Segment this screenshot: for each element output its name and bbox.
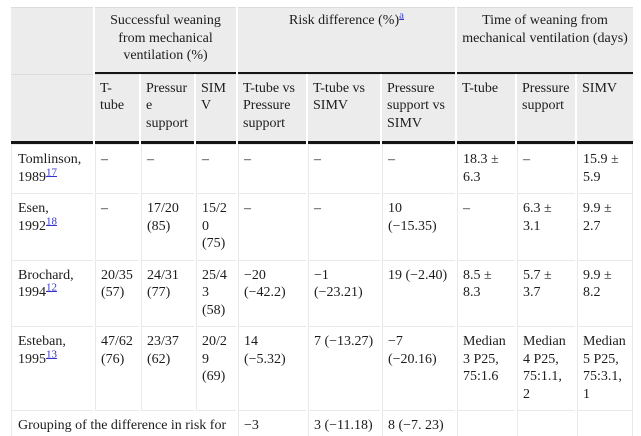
- data-cell: Median 5 P25, 75:3.1, 1: [577, 327, 634, 411]
- footer-label-cell: Grouping of the difference in risk for s…: [11, 411, 236, 436]
- data-cell: 5.7 ± 3.7: [517, 260, 575, 327]
- table-row-grouping-summary: Grouping of the difference in risk for s…: [11, 411, 634, 436]
- column-header-simv-2: SIMV: [577, 73, 634, 144]
- column-group-time-of-weaning: Time of weaning from mechanical ventilat…: [457, 7, 634, 74]
- data-cell: 10 (−15.35): [382, 194, 455, 261]
- data-cell: –: [95, 144, 139, 194]
- footnote-superscript: a: [399, 9, 404, 21]
- column-header-t-tube-vs-pressure-support: T-tube vs Pressure support: [238, 73, 306, 144]
- data-cell: –: [308, 144, 380, 194]
- column-group-successful-weaning: Successful weaning from mechanical venti…: [95, 7, 236, 74]
- data-cell: [457, 411, 515, 436]
- data-cell: −20 (−42.2): [238, 260, 306, 327]
- table-header: Successful weaning from mechanical venti…: [11, 7, 634, 144]
- data-cell: –: [457, 194, 515, 261]
- reference-link[interactable]: 17: [46, 165, 57, 178]
- footnote-a-link[interactable]: a: [399, 9, 405, 22]
- study-name: Brochard, 1994: [18, 267, 74, 301]
- study-name: Tomlinson, 1989: [18, 152, 82, 185]
- column-header-pressure-support-1: Pressure support: [141, 73, 194, 144]
- column-header-row: T-tube Pressure support SIMV T-tube vs P…: [11, 73, 634, 144]
- column-header-pressure-support-vs-simv: Pressure support vs SIMV: [382, 73, 455, 144]
- reference-superscript: 17: [46, 166, 57, 178]
- corner-cell: [11, 7, 93, 74]
- data-cell: 25/43 (58): [196, 260, 236, 327]
- column-header-t-tube-vs-simv: T-tube vs SIMV: [308, 73, 380, 144]
- data-cell: 7 (−13.27): [308, 327, 380, 411]
- reference-superscript: 12: [46, 281, 57, 293]
- reference-link[interactable]: 12: [46, 281, 57, 294]
- study-cell: Esen, 199218: [11, 194, 93, 261]
- table-body: Tomlinson, 198917 – – – – – – 18.3 ± 6.3…: [11, 144, 634, 436]
- data-cell: 9.9 ± 8.2: [577, 260, 634, 327]
- data-cell: Median 4 P25, 75:1.1, 2: [517, 327, 575, 411]
- table-row-esen-1992: Esen, 199218 – 17/20 (85) 15/20 (75) – –…: [11, 194, 634, 261]
- study-cell: Esteban, 199513: [11, 327, 93, 411]
- data-cell: [517, 411, 575, 436]
- data-cell: 8 (−7. 23): [382, 411, 455, 436]
- study-name: Esteban, 1995: [18, 334, 66, 367]
- data-cell: 9.9 ± 2.7: [577, 194, 634, 261]
- data-cell: –: [141, 144, 194, 194]
- column-group-label: Time of weaning from mechanical ventilat…: [462, 13, 628, 46]
- weaning-comparison-table: Successful weaning from mechanical venti…: [9, 7, 635, 436]
- data-cell: –: [238, 144, 306, 194]
- column-group-risk-difference: Risk difference (%)a: [238, 7, 455, 74]
- data-cell: –: [308, 194, 380, 261]
- column-header-simv-1: SIMV: [196, 73, 236, 144]
- column-group-label: Successful weaning from mechanical venti…: [110, 13, 221, 63]
- table-row-esteban-1995: Esteban, 199513 47/62 (76) 23/37 (62) 20…: [11, 327, 634, 411]
- data-cell: –: [196, 144, 236, 194]
- reference-link[interactable]: 18: [46, 214, 57, 227]
- data-cell: –: [382, 144, 455, 194]
- data-cell: −1 (−23.21): [308, 260, 380, 327]
- data-cell: 18.3 ± 6.3: [457, 144, 515, 194]
- reference-superscript: 18: [46, 215, 57, 227]
- data-cell: 14 (−5.32): [238, 327, 306, 411]
- reference-superscript: 13: [46, 348, 57, 360]
- data-cell: 19 (−2.40): [382, 260, 455, 327]
- data-cell: –: [95, 194, 139, 261]
- data-cell: 23/37 (62): [141, 327, 194, 411]
- data-cell: 6.3 ± 3.1: [517, 194, 575, 261]
- data-cell: [577, 411, 634, 436]
- table-row-tomlinson-1989: Tomlinson, 198917 – – – – – – 18.3 ± 6.3…: [11, 144, 634, 194]
- data-cell: 20/35 (57): [95, 260, 139, 327]
- study-name: Esen, 1992: [18, 201, 49, 234]
- data-cell: 15.9 ± 5.9: [577, 144, 634, 194]
- data-cell: 47/62 (76): [95, 327, 139, 411]
- data-cell: −3 (−36.30): [238, 411, 306, 436]
- column-header-t-tube-2: T-tube: [457, 73, 515, 144]
- column-group-row: Successful weaning from mechanical venti…: [11, 7, 634, 74]
- data-cell: 24/31 (77): [141, 260, 194, 327]
- data-cell: 17/20 (85): [141, 194, 194, 261]
- data-cell: Median 3 P25, 75:1.6: [457, 327, 515, 411]
- reference-link[interactable]: 13: [46, 347, 57, 360]
- column-group-label: Risk difference (%): [288, 13, 400, 28]
- data-cell: –: [517, 144, 575, 194]
- column-header-t-tube-1: T-tube: [95, 73, 139, 144]
- corner-subcell: [11, 73, 93, 144]
- column-header-pressure-support-2: Pressure support: [517, 73, 575, 144]
- data-cell: –: [238, 194, 306, 261]
- data-cell: 3 (−11.18): [308, 411, 380, 436]
- data-cell: −7 (−20.16): [382, 327, 455, 411]
- data-cell: 20/29 (69): [196, 327, 236, 411]
- data-cell: 15/20 (75): [196, 194, 236, 261]
- study-cell: Tomlinson, 198917: [11, 144, 93, 194]
- data-cell: 8.5 ± 8.3: [457, 260, 515, 327]
- table-row-brochard-1994: Brochard, 199412 20/35 (57) 24/31 (77) 2…: [11, 260, 634, 327]
- study-cell: Brochard, 199412: [11, 260, 93, 327]
